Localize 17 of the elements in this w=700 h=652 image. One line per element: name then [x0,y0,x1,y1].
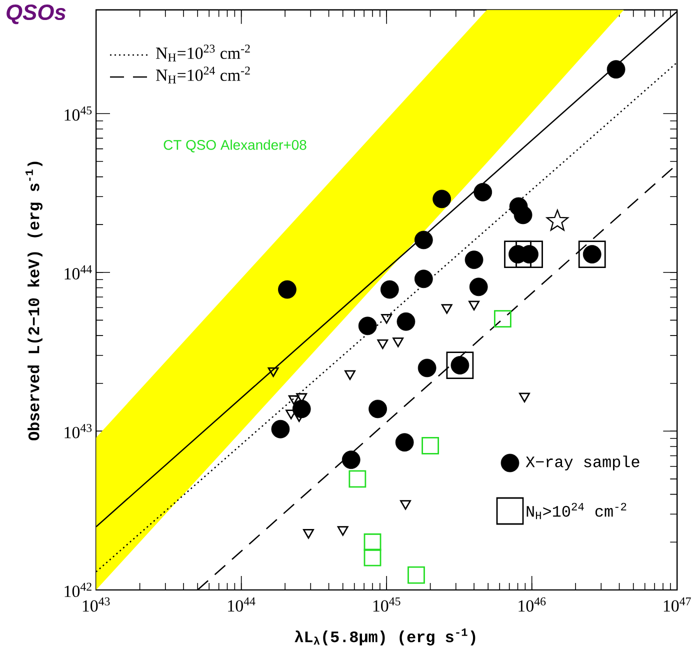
legend-label: X−ray sample [526,456,640,470]
x-axis-title: λL$_{λ}$(5.8μm) (erg s$^{-1}$) [294,628,476,646]
text: CT QSO Alexander+08 [164,140,306,152]
chart-title: QSOs [6,4,66,24]
x-tick-label: 10$^{43}$ [82,597,110,612]
x-tick-label: 10$^{46}$ [518,597,546,612]
y-axis-title: Observed L(2−10 keV) (erg s$^{-1}$) [26,162,42,440]
x-tick-label: 10$^{47}$ [664,597,691,612]
y-tick-label: 10$^{42}$ [64,582,92,598]
x-tick-label: 10$^{44}$ [228,597,256,612]
legend-label: N$_{H}$>10$^{24}$ cm$^{-2}$ [526,502,626,520]
y-tick-label: 10$^{45}$ [64,106,92,121]
legend-label: N$_{H}$=10$^{24}$ cm$^{-2}$ [156,66,250,84]
legend-label: N$_{H}$=10$^{23}$ cm$^{-2}$ [156,44,250,62]
y-tick-label: 10$^{43}$ [64,424,92,438]
x-tick-label: 10$^{45}$ [373,597,400,612]
y-tick-label: 10$^{44}$ [64,265,92,280]
